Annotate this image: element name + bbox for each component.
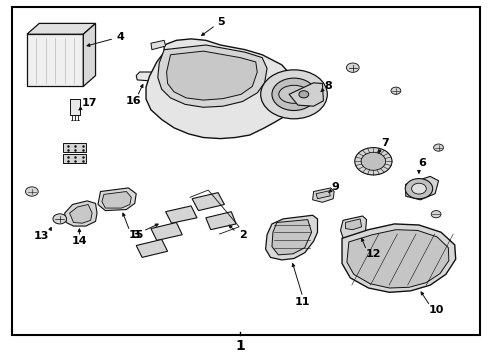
Text: 7: 7 bbox=[381, 138, 389, 148]
Circle shape bbox=[261, 70, 327, 119]
Circle shape bbox=[25, 187, 38, 196]
Circle shape bbox=[299, 91, 309, 98]
Polygon shape bbox=[347, 230, 449, 288]
Polygon shape bbox=[158, 45, 267, 107]
Polygon shape bbox=[65, 201, 97, 226]
Polygon shape bbox=[151, 40, 166, 50]
Text: 5: 5 bbox=[218, 17, 225, 27]
Text: 16: 16 bbox=[125, 96, 141, 106]
Polygon shape bbox=[167, 51, 257, 100]
Bar bbox=[70, 99, 80, 115]
Bar bbox=[63, 143, 86, 152]
Polygon shape bbox=[27, 23, 96, 34]
Circle shape bbox=[355, 148, 392, 175]
Polygon shape bbox=[192, 193, 224, 211]
Text: 15: 15 bbox=[128, 230, 144, 240]
Polygon shape bbox=[70, 204, 92, 223]
Bar bbox=[63, 154, 86, 163]
Circle shape bbox=[431, 211, 441, 218]
Polygon shape bbox=[146, 39, 299, 139]
Circle shape bbox=[272, 78, 316, 111]
Polygon shape bbox=[289, 83, 323, 106]
Polygon shape bbox=[102, 192, 131, 208]
Polygon shape bbox=[406, 176, 439, 200]
Text: 3: 3 bbox=[132, 230, 140, 240]
Text: 12: 12 bbox=[366, 249, 381, 259]
Text: 9: 9 bbox=[332, 182, 340, 192]
Text: 4: 4 bbox=[116, 32, 124, 42]
Polygon shape bbox=[83, 23, 96, 86]
Polygon shape bbox=[136, 72, 159, 81]
Text: 8: 8 bbox=[324, 81, 332, 91]
Polygon shape bbox=[166, 206, 197, 223]
Text: 1: 1 bbox=[235, 339, 245, 353]
Circle shape bbox=[361, 152, 386, 170]
Polygon shape bbox=[313, 188, 334, 202]
Circle shape bbox=[346, 63, 359, 72]
Polygon shape bbox=[266, 215, 318, 260]
Polygon shape bbox=[206, 212, 236, 230]
Text: 14: 14 bbox=[72, 236, 87, 246]
Polygon shape bbox=[136, 239, 168, 257]
Circle shape bbox=[412, 183, 426, 194]
Polygon shape bbox=[98, 188, 136, 211]
Circle shape bbox=[391, 87, 401, 94]
Text: 2: 2 bbox=[239, 230, 246, 240]
Text: 17: 17 bbox=[81, 98, 97, 108]
Circle shape bbox=[434, 144, 443, 151]
Bar bbox=[27, 34, 83, 86]
Polygon shape bbox=[341, 216, 367, 239]
Polygon shape bbox=[272, 220, 312, 255]
Text: 10: 10 bbox=[428, 305, 444, 315]
Text: 11: 11 bbox=[295, 297, 311, 307]
Text: 13: 13 bbox=[34, 231, 49, 241]
Polygon shape bbox=[345, 219, 362, 230]
Polygon shape bbox=[342, 224, 456, 292]
Circle shape bbox=[53, 214, 67, 224]
Text: 6: 6 bbox=[418, 158, 426, 168]
Polygon shape bbox=[316, 191, 330, 199]
Circle shape bbox=[405, 179, 433, 199]
Polygon shape bbox=[151, 222, 182, 240]
Ellipse shape bbox=[279, 85, 309, 103]
